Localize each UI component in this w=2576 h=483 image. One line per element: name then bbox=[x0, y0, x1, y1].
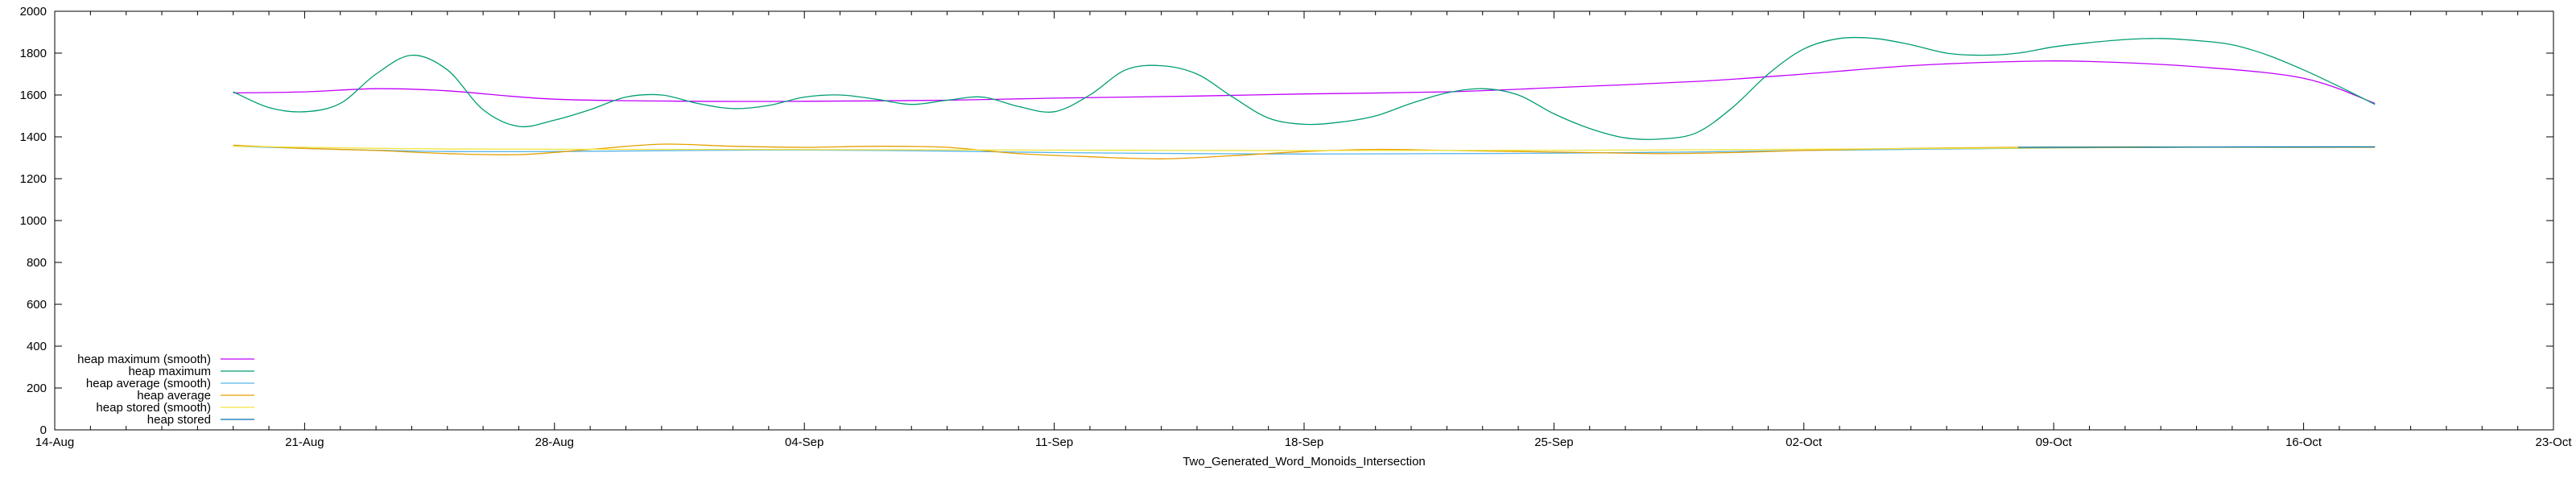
y-tick-label: 2000 bbox=[20, 5, 47, 19]
legend-label: heap maximum bbox=[128, 365, 211, 378]
series-line-0 bbox=[233, 60, 2376, 105]
x-tick-label: 25-Sep bbox=[1534, 436, 1573, 449]
y-tick-label: 600 bbox=[27, 298, 47, 312]
y-tick-label: 1000 bbox=[20, 214, 47, 228]
y-tick-label: 200 bbox=[27, 382, 47, 395]
x-tick-label: 11-Sep bbox=[1035, 436, 1073, 449]
x-tick-label: 18-Sep bbox=[1285, 436, 1323, 449]
x-tick-label: 16-Oct bbox=[2285, 436, 2322, 449]
x-axis: 14-Aug 21-Aug 28-Aug 04-Sep 11-Sep 18-Sep 25-S… bbox=[35, 11, 2572, 449]
x-tick-label: 21-Aug bbox=[285, 436, 324, 449]
y-tick-label: 400 bbox=[27, 340, 47, 353]
x-axis-label: Two_Generated_Word_Monoids_Intersection bbox=[1183, 455, 1426, 469]
plot-frame bbox=[54, 10, 2554, 431]
x-tick-label: 23-Oct bbox=[2535, 436, 2572, 449]
y-tick-label: 1800 bbox=[20, 47, 47, 60]
legend-label: heap average (smooth) bbox=[86, 377, 211, 390]
y-axis: 0 200 400 600 800 1000 1200 1400 1600 1800 2000 bbox=[20, 5, 2553, 437]
x-tick-label: 14-Aug bbox=[35, 436, 74, 449]
x-tick-label: 04-Sep bbox=[785, 436, 824, 449]
x-tick-label: 09-Oct bbox=[2036, 436, 2073, 449]
x-tick-label: 02-Oct bbox=[1785, 436, 1823, 449]
y-tick-label: 800 bbox=[27, 256, 47, 270]
y-tick-label: 1400 bbox=[20, 130, 47, 144]
series-line-1 bbox=[233, 36, 2376, 140]
y-tick-label: 1200 bbox=[20, 172, 47, 186]
y-tick-label: 1600 bbox=[20, 89, 47, 102]
series-line-4 bbox=[233, 146, 2376, 151]
legend-label: heap maximum (smooth) bbox=[77, 353, 211, 366]
legend-label: heap average bbox=[137, 389, 211, 402]
legend-label: heap stored bbox=[147, 413, 211, 427]
series-layer bbox=[233, 36, 2376, 159]
legend-label: heap stored (smooth) bbox=[96, 401, 211, 415]
x-tick-label: 28-Aug bbox=[535, 436, 574, 449]
y-tick-label: 0 bbox=[40, 423, 47, 437]
